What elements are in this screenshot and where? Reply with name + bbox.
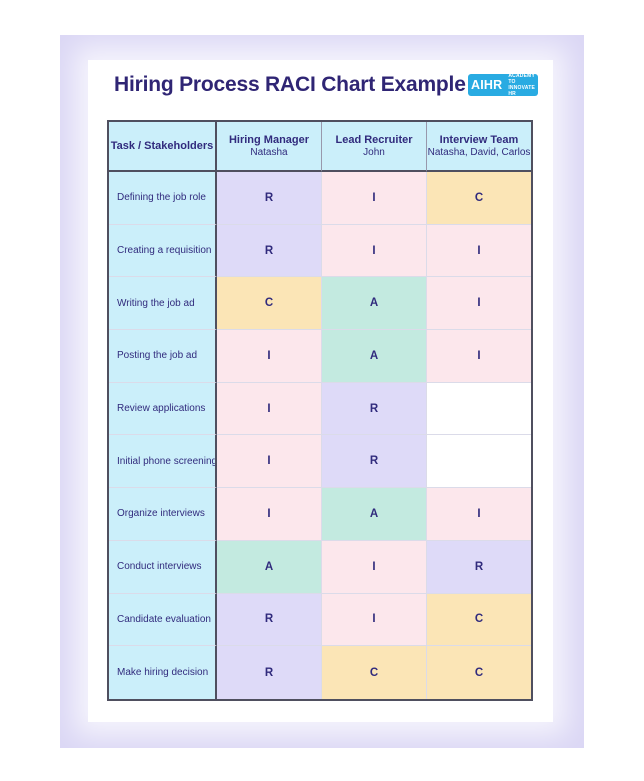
raci-cell-r: R (217, 172, 322, 225)
column-header-hiring-manager: Hiring Manager Natasha (217, 122, 322, 172)
task-label-creating-a-requisition: Creating a requisition (109, 224, 217, 278)
raci-letter: I (372, 244, 376, 257)
raci-letter: I (267, 349, 271, 362)
raci-cell-r: R (217, 646, 322, 699)
raci-letter: R (369, 455, 379, 468)
column-subtitle: Natasha (250, 147, 288, 158)
column-title: Hiring Manager (228, 134, 310, 146)
raci-cell-a: A (322, 488, 427, 541)
raci-table: Task / Stakeholders Hiring Manager Natasha… (107, 120, 533, 701)
raci-cell-c: C (322, 646, 427, 699)
raci-letter: C (474, 613, 484, 626)
raci-cell-i: I (217, 488, 322, 541)
column-header-task-stakeholders: Task / Stakeholders (109, 122, 217, 172)
raci-cell-i: I (427, 277, 531, 331)
raci-cell-i: I (322, 593, 427, 647)
raci-cell-r: R (322, 435, 427, 489)
raci-cell-i: I (217, 435, 322, 489)
raci-cell-c: C (427, 593, 531, 647)
raci-letter: R (369, 402, 379, 415)
raci-letter: I (477, 507, 481, 520)
task-label-conduct-interviews: Conduct interviews (109, 540, 217, 594)
raci-letter: C (474, 666, 484, 679)
raci-letter: R (474, 560, 484, 573)
task-label-text: Initial phone screening (117, 455, 217, 467)
aihr-logo-text: AIHR (470, 78, 503, 92)
raci-letter: A (369, 297, 379, 310)
task-label-text: Writing the job ad (117, 297, 195, 309)
raci-letter: I (267, 507, 271, 520)
aihr-logo: AIHR ACADEMY TO INNOVATE HR (468, 73, 538, 98)
raci-cell-i: I (217, 330, 322, 383)
column-title: Interview Team (439, 134, 519, 146)
raci-cell-i: I (427, 330, 531, 383)
raci-letter: I (477, 349, 481, 362)
raci-cell-a: A (322, 277, 427, 331)
task-label-text: Defining the job role (117, 192, 206, 204)
background-panel: Hiring Process RACI Chart Example AIHR A… (60, 35, 584, 748)
raci-cell-i: I (322, 172, 427, 225)
task-label-initial-phone-screening: Initial phone screening (109, 435, 217, 489)
raci-letter: C (264, 297, 274, 310)
column-subtitle: John (363, 147, 385, 158)
task-label-text: Creating a requisition (117, 245, 212, 257)
task-label-text: Conduct interviews (117, 561, 202, 573)
raci-cell-empty (427, 382, 531, 436)
task-label-review-applications: Review applications (109, 382, 217, 436)
raci-cell-r: R (322, 382, 427, 436)
aihr-logo-tagline: ACADEMY TO INNOVATE HR (508, 73, 535, 98)
task-label-text: Make hiring decision (117, 667, 209, 679)
raci-cell-empty (427, 435, 531, 489)
raci-cell-r: R (427, 540, 531, 594)
task-label-defining-the-job-role: Defining the job role (109, 172, 217, 225)
raci-letter: I (372, 191, 376, 204)
raci-letter: C (369, 666, 379, 679)
raci-letter: I (372, 560, 376, 573)
raci-cell-c: C (427, 172, 531, 225)
raci-letter: I (477, 297, 481, 310)
raci-letter: R (264, 191, 274, 204)
raci-letter: R (264, 244, 274, 257)
raci-cell-a: A (322, 330, 427, 383)
task-label-organize-interviews: Organize interviews (109, 488, 217, 541)
aihr-logo-tagline-line1: ACADEMY TO (508, 72, 535, 85)
task-label-text: Posting the job ad (117, 350, 198, 362)
raci-letter: C (474, 191, 484, 204)
task-label-make-hiring-decision: Make hiring decision (109, 646, 217, 699)
raci-cell-c: C (217, 277, 322, 331)
raci-letter: A (369, 349, 379, 362)
task-label-text: Organize interviews (117, 508, 205, 520)
raci-cell-i: I (427, 224, 531, 278)
column-header-interview-team: Interview Team Natasha, David, Carlos (427, 122, 531, 172)
task-label-text: Candidate evaluation (117, 613, 211, 625)
task-label-text: Review applications (117, 403, 206, 415)
column-subtitle: Natasha, David, Carlos (427, 147, 531, 158)
raci-letter: A (369, 507, 379, 520)
column-title: Lead Recruiter (335, 134, 413, 146)
column-title: Task / Stakeholders (110, 140, 214, 152)
raci-letter: I (372, 613, 376, 626)
raci-cell-r: R (217, 593, 322, 647)
raci-letter: R (264, 613, 274, 626)
document-card: Hiring Process RACI Chart Example AIHR A… (88, 60, 553, 722)
raci-letter: I (267, 455, 271, 468)
raci-cell-a: A (217, 540, 322, 594)
raci-letter: R (264, 666, 274, 679)
aihr-logo-tagline-line2: INNOVATE HR (508, 85, 536, 98)
raci-cell-i: I (427, 488, 531, 541)
raci-letter: A (264, 560, 274, 573)
raci-cell-i: I (322, 540, 427, 594)
raci-letter: I (267, 402, 271, 415)
raci-cell-c: C (427, 646, 531, 699)
task-label-posting-the-job-ad: Posting the job ad (109, 330, 217, 383)
task-label-writing-the-job-ad: Writing the job ad (109, 277, 217, 331)
task-label-candidate-evaluation: Candidate evaluation (109, 593, 217, 647)
raci-cell-i: I (217, 382, 322, 436)
raci-letter: I (477, 244, 481, 257)
column-header-lead-recruiter: Lead Recruiter John (322, 122, 427, 172)
page-title: Hiring Process RACI Chart Example (114, 73, 466, 96)
raci-cell-r: R (217, 224, 322, 278)
raci-cell-i: I (322, 224, 427, 278)
